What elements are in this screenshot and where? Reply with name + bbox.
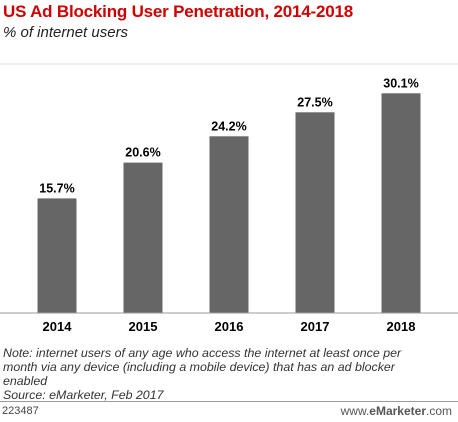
x-tick-label-2017: 2017 [301,319,330,334]
source-line: Source: eMarketer, Feb 2017 [3,388,164,402]
footer-divider [0,401,458,402]
bar-2015 [123,162,163,313]
x-tick-label-2016: 2016 [215,319,244,334]
value-labels-group: 15.7% 20.6% 24.2% 27.5% 30.1% [39,76,418,195]
bar-2016 [209,136,249,313]
chart-id: 223487 [2,405,39,417]
x-tick-label-2018: 2018 [387,319,416,334]
value-label-2016: 24.2% [211,119,246,133]
bar-2017 [295,112,335,314]
bar-2018 [381,93,421,313]
brand-name: eMarketer [369,404,426,418]
x-tick-label-2014: 2014 [43,319,73,334]
brand-prefix: www. [340,404,370,418]
value-label-2014: 15.7% [39,181,74,195]
note-line: enabled [3,374,48,388]
chart-subtitle: % of internet users [3,24,129,41]
note-line: month via any device (including a mobile… [3,360,395,374]
brand-suffix: .com [425,404,452,418]
x-tick-label-2015: 2015 [129,319,158,334]
x-tick-labels-group: 2014 2015 2016 2017 2018 [43,319,416,334]
bar-2014 [37,198,77,313]
chart-title: US Ad Blocking User Penetration, 2014-20… [3,2,353,21]
value-label-2017: 27.5% [297,95,332,109]
note-line: Note: internet users of any age who acce… [3,346,402,360]
note-block: Note: internet users of any age who acce… [3,346,455,402]
bars-group [37,93,421,314]
value-label-2018: 30.1% [383,76,418,90]
value-label-2015: 20.6% [125,146,160,160]
brand-url: www.eMarketer.com [341,404,452,418]
